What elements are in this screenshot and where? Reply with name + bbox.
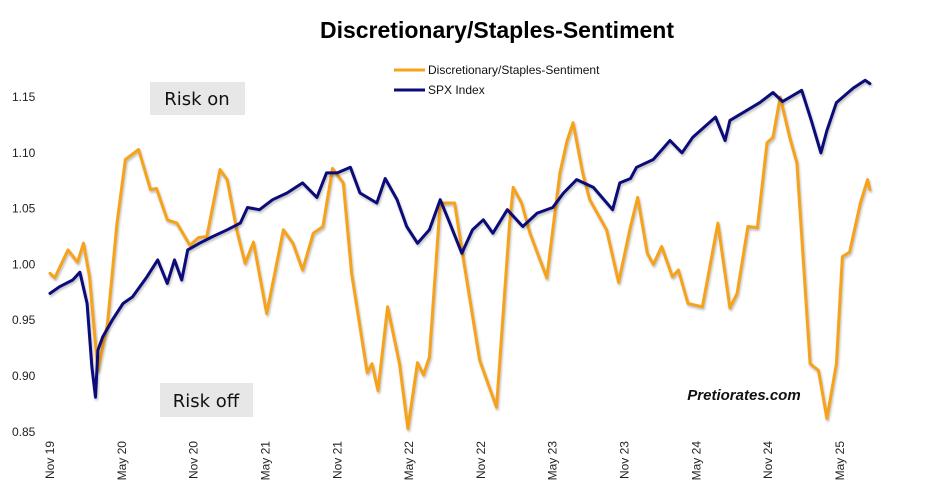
- series-group: [48, 78, 872, 430]
- brand-watermark: Pretiorates.com: [687, 387, 800, 404]
- legend: Discretionary/Staples-Sentiment SPX Inde…: [394, 63, 600, 97]
- x-tick-label: May 22: [402, 441, 416, 481]
- risk-off-box: [160, 383, 253, 417]
- x-tick-label: Nov 23: [618, 441, 632, 479]
- chart-title: Discretionary/Staples-Sentiment: [320, 17, 674, 43]
- x-tick-label: Nov 19: [43, 441, 57, 479]
- x-tick-label: Nov 21: [330, 441, 344, 479]
- y-tick-label: 0.90: [12, 369, 36, 383]
- legend-label-spx: SPX Index: [428, 83, 485, 97]
- y-tick-label: 1.10: [12, 146, 36, 160]
- sentiment-line: [48, 95, 872, 430]
- risk-off-label: Risk off: [173, 391, 240, 412]
- y-tick-label: 1.00: [12, 257, 36, 271]
- risk-on-annotation: Risk on: [150, 82, 245, 115]
- risk-on-box: [150, 82, 245, 115]
- x-tick-label: May 23: [546, 441, 560, 481]
- x-tick-label: May 20: [115, 441, 129, 481]
- y-axis-ticks: 0.85 0.90 0.95 1.00 1.05 1.10 1.15: [12, 90, 36, 439]
- x-tick-label: Nov 24: [761, 441, 775, 479]
- x-axis-ticks: Nov 19 May 20 Nov 20 May 21 Nov 21 May 22 Nov …: [43, 441, 847, 481]
- x-tick-label: May 21: [258, 441, 272, 481]
- x-tick-label: May 24: [689, 441, 703, 481]
- legend-label-sentiment: Discretionary/Staples-Sentiment: [428, 63, 600, 77]
- y-tick-label: 0.95: [12, 313, 36, 327]
- y-tick-label: 1.15: [12, 90, 36, 104]
- risk-on-label: Risk on: [164, 89, 229, 110]
- y-tick-label: 1.05: [12, 202, 36, 216]
- spx-index-line: [48, 78, 872, 399]
- x-tick-label: Nov 22: [474, 441, 488, 479]
- y-tick-label: 0.85: [12, 425, 36, 439]
- x-tick-label: Nov 20: [187, 441, 201, 479]
- x-tick-label: May 25: [833, 441, 847, 481]
- risk-off-annotation: Risk off: [160, 383, 253, 417]
